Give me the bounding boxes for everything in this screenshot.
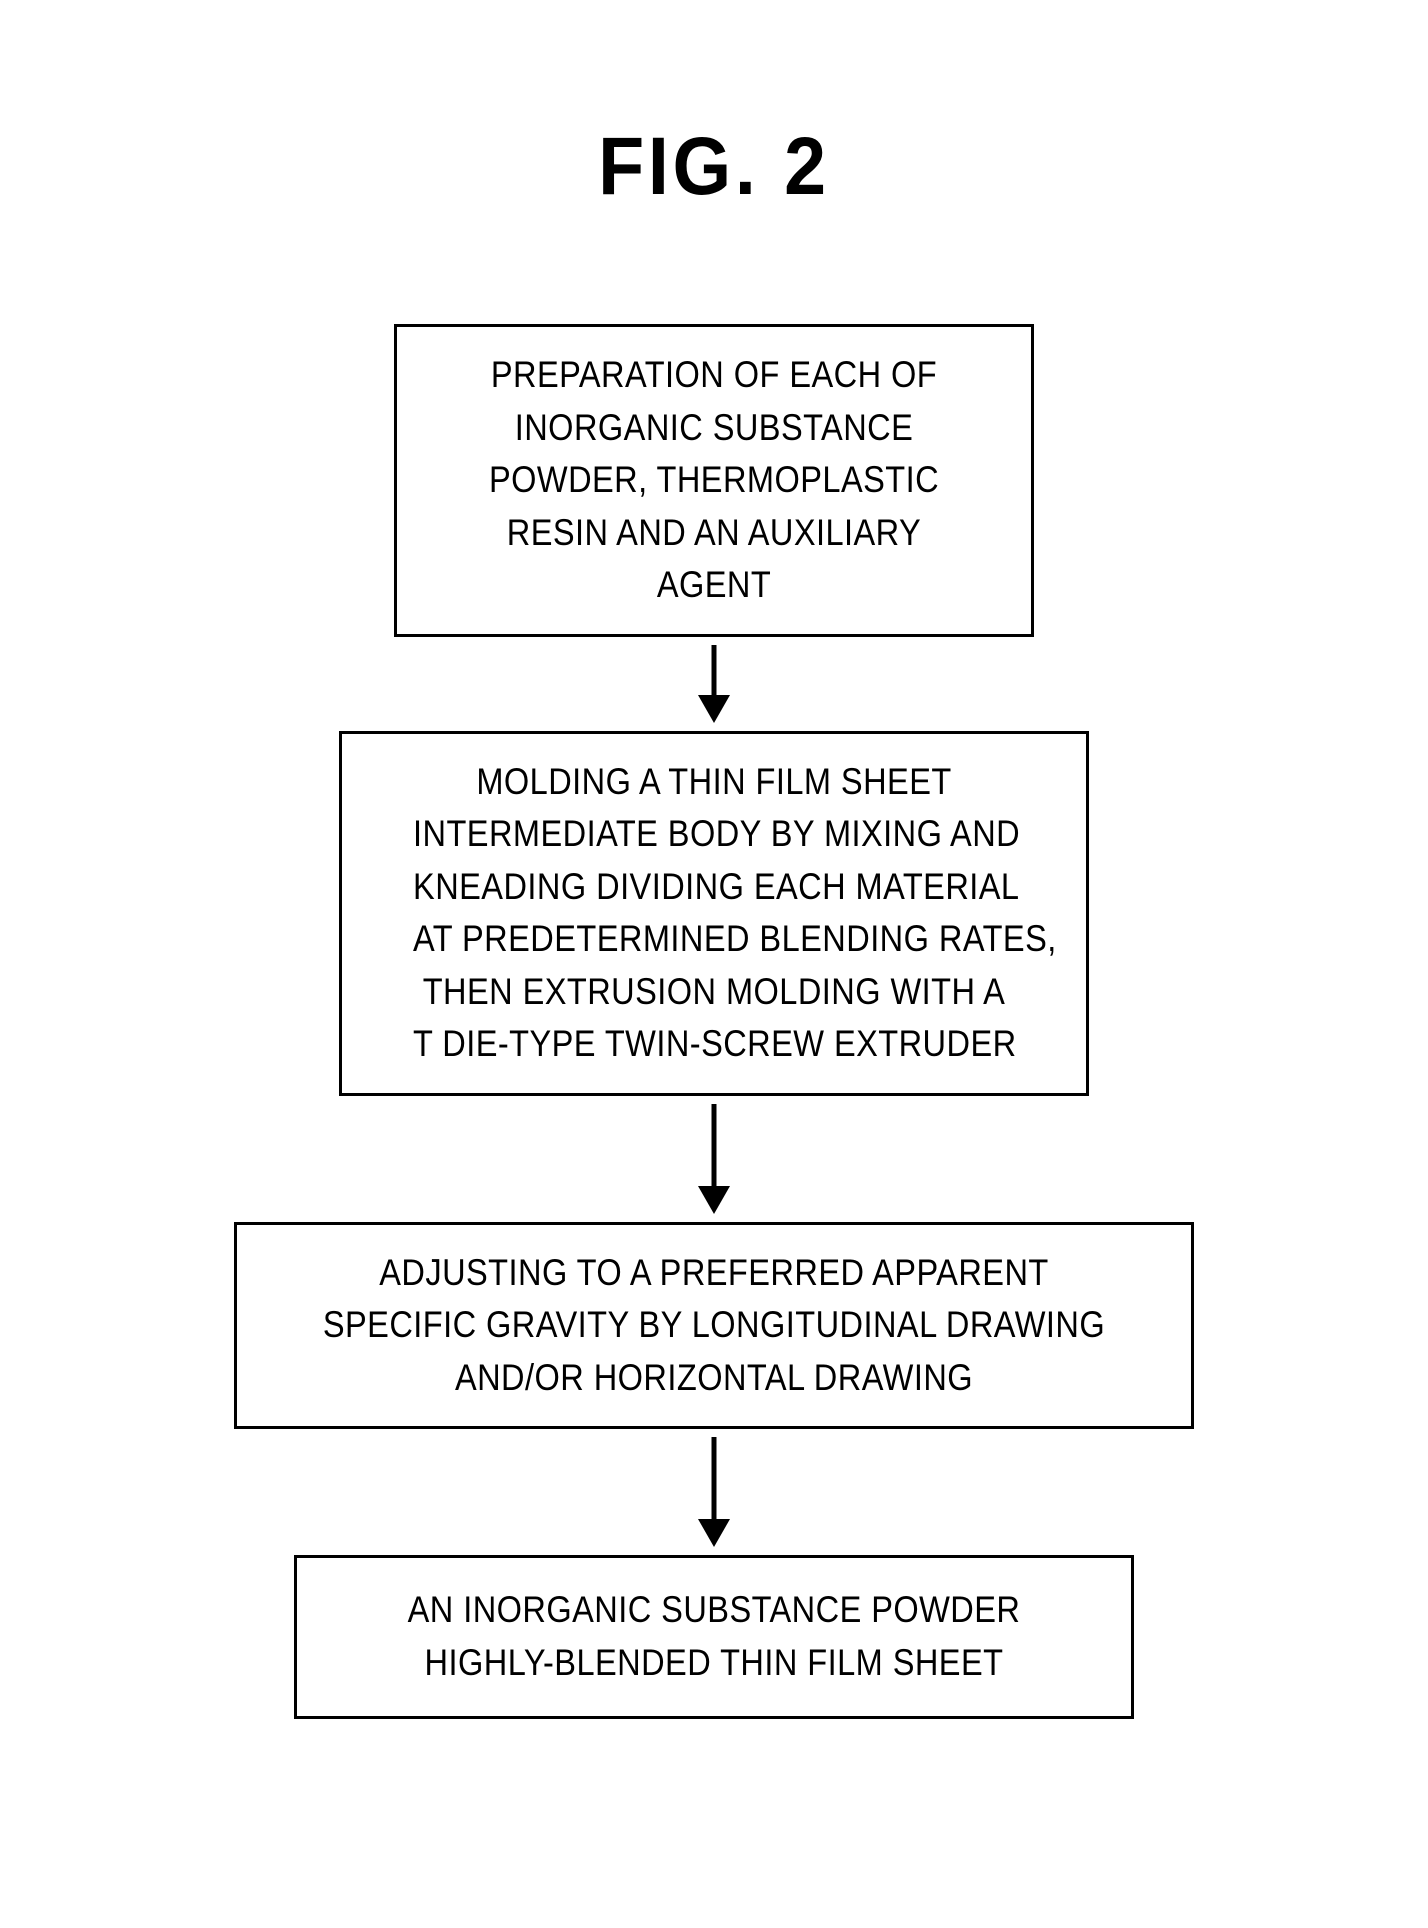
flow-node-step1: PREPARATION OF EACH OF INORGANIC SUBSTAN… bbox=[394, 324, 1034, 637]
node-line: INORGANIC SUBSTANCE bbox=[461, 402, 966, 455]
node-line: AND/OR HORIZONTAL DRAWING bbox=[321, 1352, 1108, 1405]
node-line: ADJUSTING TO A PREFERRED APPARENT bbox=[321, 1247, 1108, 1300]
figure-title: FIG. 2 bbox=[598, 120, 830, 214]
node-line: POWDER, THERMOPLASTIC bbox=[461, 454, 966, 507]
node-line: INTERMEDIATE BODY BY MIXING AND bbox=[413, 808, 1015, 861]
node-line: T DIE-TYPE TWIN-SCREW EXTRUDER bbox=[413, 1018, 1015, 1071]
node-line: RESIN AND AN AUXILIARY bbox=[461, 507, 966, 560]
flow-arrow bbox=[692, 1437, 736, 1547]
node-line: AGENT bbox=[461, 559, 966, 612]
node-line: PREPARATION OF EACH OF bbox=[461, 349, 966, 402]
node-line: AT PREDETERMINED BLENDING RATES, bbox=[413, 913, 1015, 966]
node-line: AN INORGANIC SUBSTANCE POWDER bbox=[373, 1584, 1054, 1637]
node-line: SPECIFIC GRAVITY BY LONGITUDINAL DRAWING bbox=[321, 1299, 1108, 1352]
node-line: HIGHLY-BLENDED THIN FILM SHEET bbox=[373, 1637, 1054, 1690]
flow-node-step2: MOLDING A THIN FILM SHEET INTERMEDIATE B… bbox=[339, 731, 1089, 1096]
flow-node-step4: AN INORGANIC SUBSTANCE POWDER HIGHLY-BLE… bbox=[294, 1555, 1134, 1718]
node-line: MOLDING A THIN FILM SHEET bbox=[413, 756, 1015, 809]
flowchart: PREPARATION OF EACH OF INORGANIC SUBSTAN… bbox=[234, 324, 1194, 1719]
node-line: KNEADING DIVIDING EACH MATERIAL bbox=[413, 861, 1015, 914]
flow-arrow bbox=[692, 645, 736, 723]
flow-arrow bbox=[692, 1104, 736, 1214]
node-line: THEN EXTRUSION MOLDING WITH A bbox=[413, 966, 1015, 1019]
flow-node-step3: ADJUSTING TO A PREFERRED APPARENT SPECIF… bbox=[234, 1222, 1194, 1430]
